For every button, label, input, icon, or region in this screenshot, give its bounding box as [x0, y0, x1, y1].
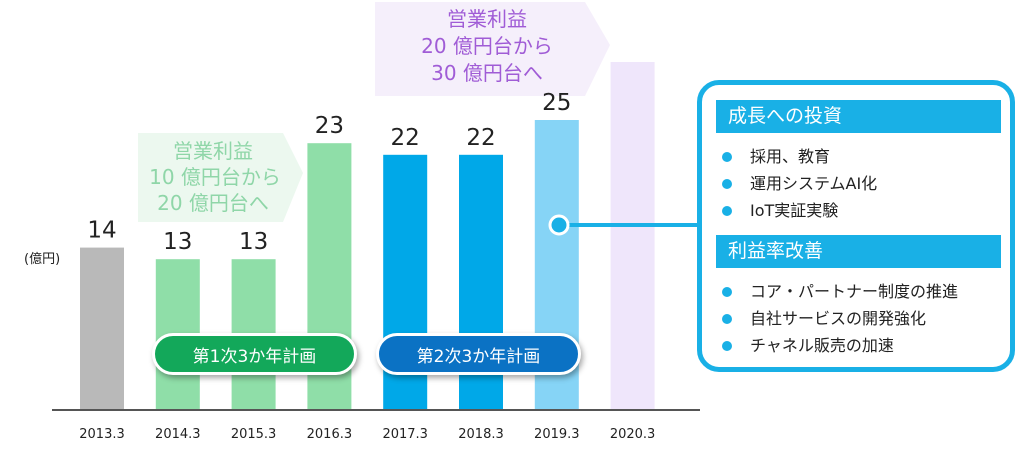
x-tick-label-2015.3: 2015.3	[231, 427, 277, 442]
value-label-2017.3: 22	[391, 125, 420, 151]
list-item: チャネル販売の加速	[716, 332, 958, 359]
x-tick-label-2018.3: 2018.3	[458, 427, 504, 442]
list-item: 自社サービスの開発強化	[716, 305, 958, 332]
list-item: 運用システムAI化	[716, 170, 877, 197]
annotation-arrow-2	[375, 2, 610, 96]
connector-dot	[548, 214, 570, 236]
plan2-label: 第2次3か年計画	[376, 333, 581, 375]
value-label-2016.3: 23	[315, 113, 344, 139]
section-growth-list: 採用、教育 運用システムAI化 IoT実証実験	[716, 143, 877, 224]
section-growth-title: 成長への投資	[716, 100, 1001, 133]
arrow2-line2: 20 億円台から	[421, 34, 553, 58]
section-profit-list: コア・パートナー制度の推進 自社サービスの開発強化 チャネル販売の加速	[716, 278, 958, 359]
strategy-panel: 成長への投資 採用、教育 運用システムAI化 IoT実証実験 利益率改善 コア・…	[697, 80, 1015, 372]
bar-2013.3	[80, 247, 124, 410]
bar-2020.3	[610, 62, 655, 410]
x-tick-label-2013.3: 2013.3	[79, 427, 125, 442]
arrow1-line3: 20 億円台へ	[157, 191, 269, 215]
value-label-2013.3: 14	[87, 218, 116, 244]
value-label-2018.3: 22	[466, 125, 495, 151]
arrow2-line3: 30 億円台へ	[431, 61, 543, 85]
x-tick-label-2019.3: 2019.3	[534, 427, 580, 442]
arrow1-line1: 営業利益	[173, 139, 253, 163]
unit-label: (億円)	[24, 251, 60, 267]
list-item: IoT実証実験	[716, 197, 877, 224]
section-profit-title: 利益率改善	[716, 235, 1001, 268]
value-label-2014.3: 13	[163, 229, 192, 255]
value-label-2015.3: 13	[239, 229, 268, 255]
x-tick-label-2014.3: 2014.3	[155, 427, 201, 442]
plan1-label: 第1次3か年計画	[152, 333, 357, 375]
list-item: コア・パートナー制度の推進	[716, 278, 958, 305]
list-item: 採用、教育	[716, 143, 877, 170]
annotation-arrow-1	[138, 133, 303, 222]
x-tick-label-2016.3: 2016.3	[307, 427, 353, 442]
value-label-2019.3: 25	[542, 90, 571, 116]
x-tick-label-2020.3: 2020.3	[610, 427, 656, 442]
arrow2-line1: 営業利益	[447, 7, 527, 31]
x-tick-label-2017.3: 2017.3	[382, 427, 428, 442]
arrow1-line2: 10 億円台から	[149, 165, 281, 189]
